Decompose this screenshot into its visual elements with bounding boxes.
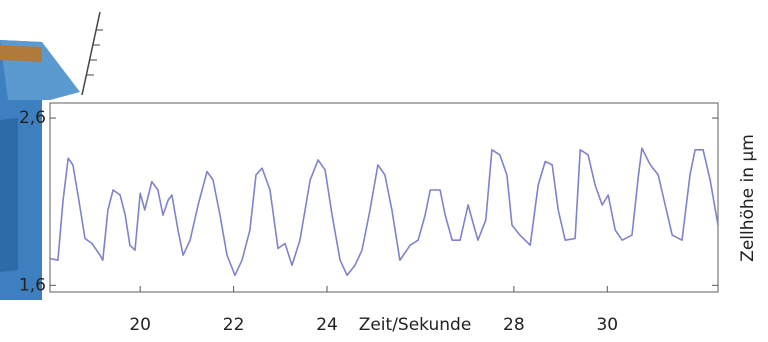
y-axis-label: Zellhöhe in µm — [738, 134, 758, 262]
x-axis-label: Zeit/Sekunde — [359, 315, 472, 335]
x-tick-label: 24 — [316, 315, 338, 335]
x-tick-label: 22 — [223, 315, 245, 335]
x-tick-label: 20 — [129, 315, 151, 335]
x-tick-label: 30 — [596, 315, 618, 335]
x-tick-label: 28 — [503, 315, 525, 335]
data-line — [49, 147, 719, 277]
y-tick-label: 1,6 — [19, 275, 46, 295]
y-tick-label: 2,6 — [19, 108, 46, 128]
plot-frame — [49, 102, 719, 293]
surface-image — [0, 11, 103, 300]
